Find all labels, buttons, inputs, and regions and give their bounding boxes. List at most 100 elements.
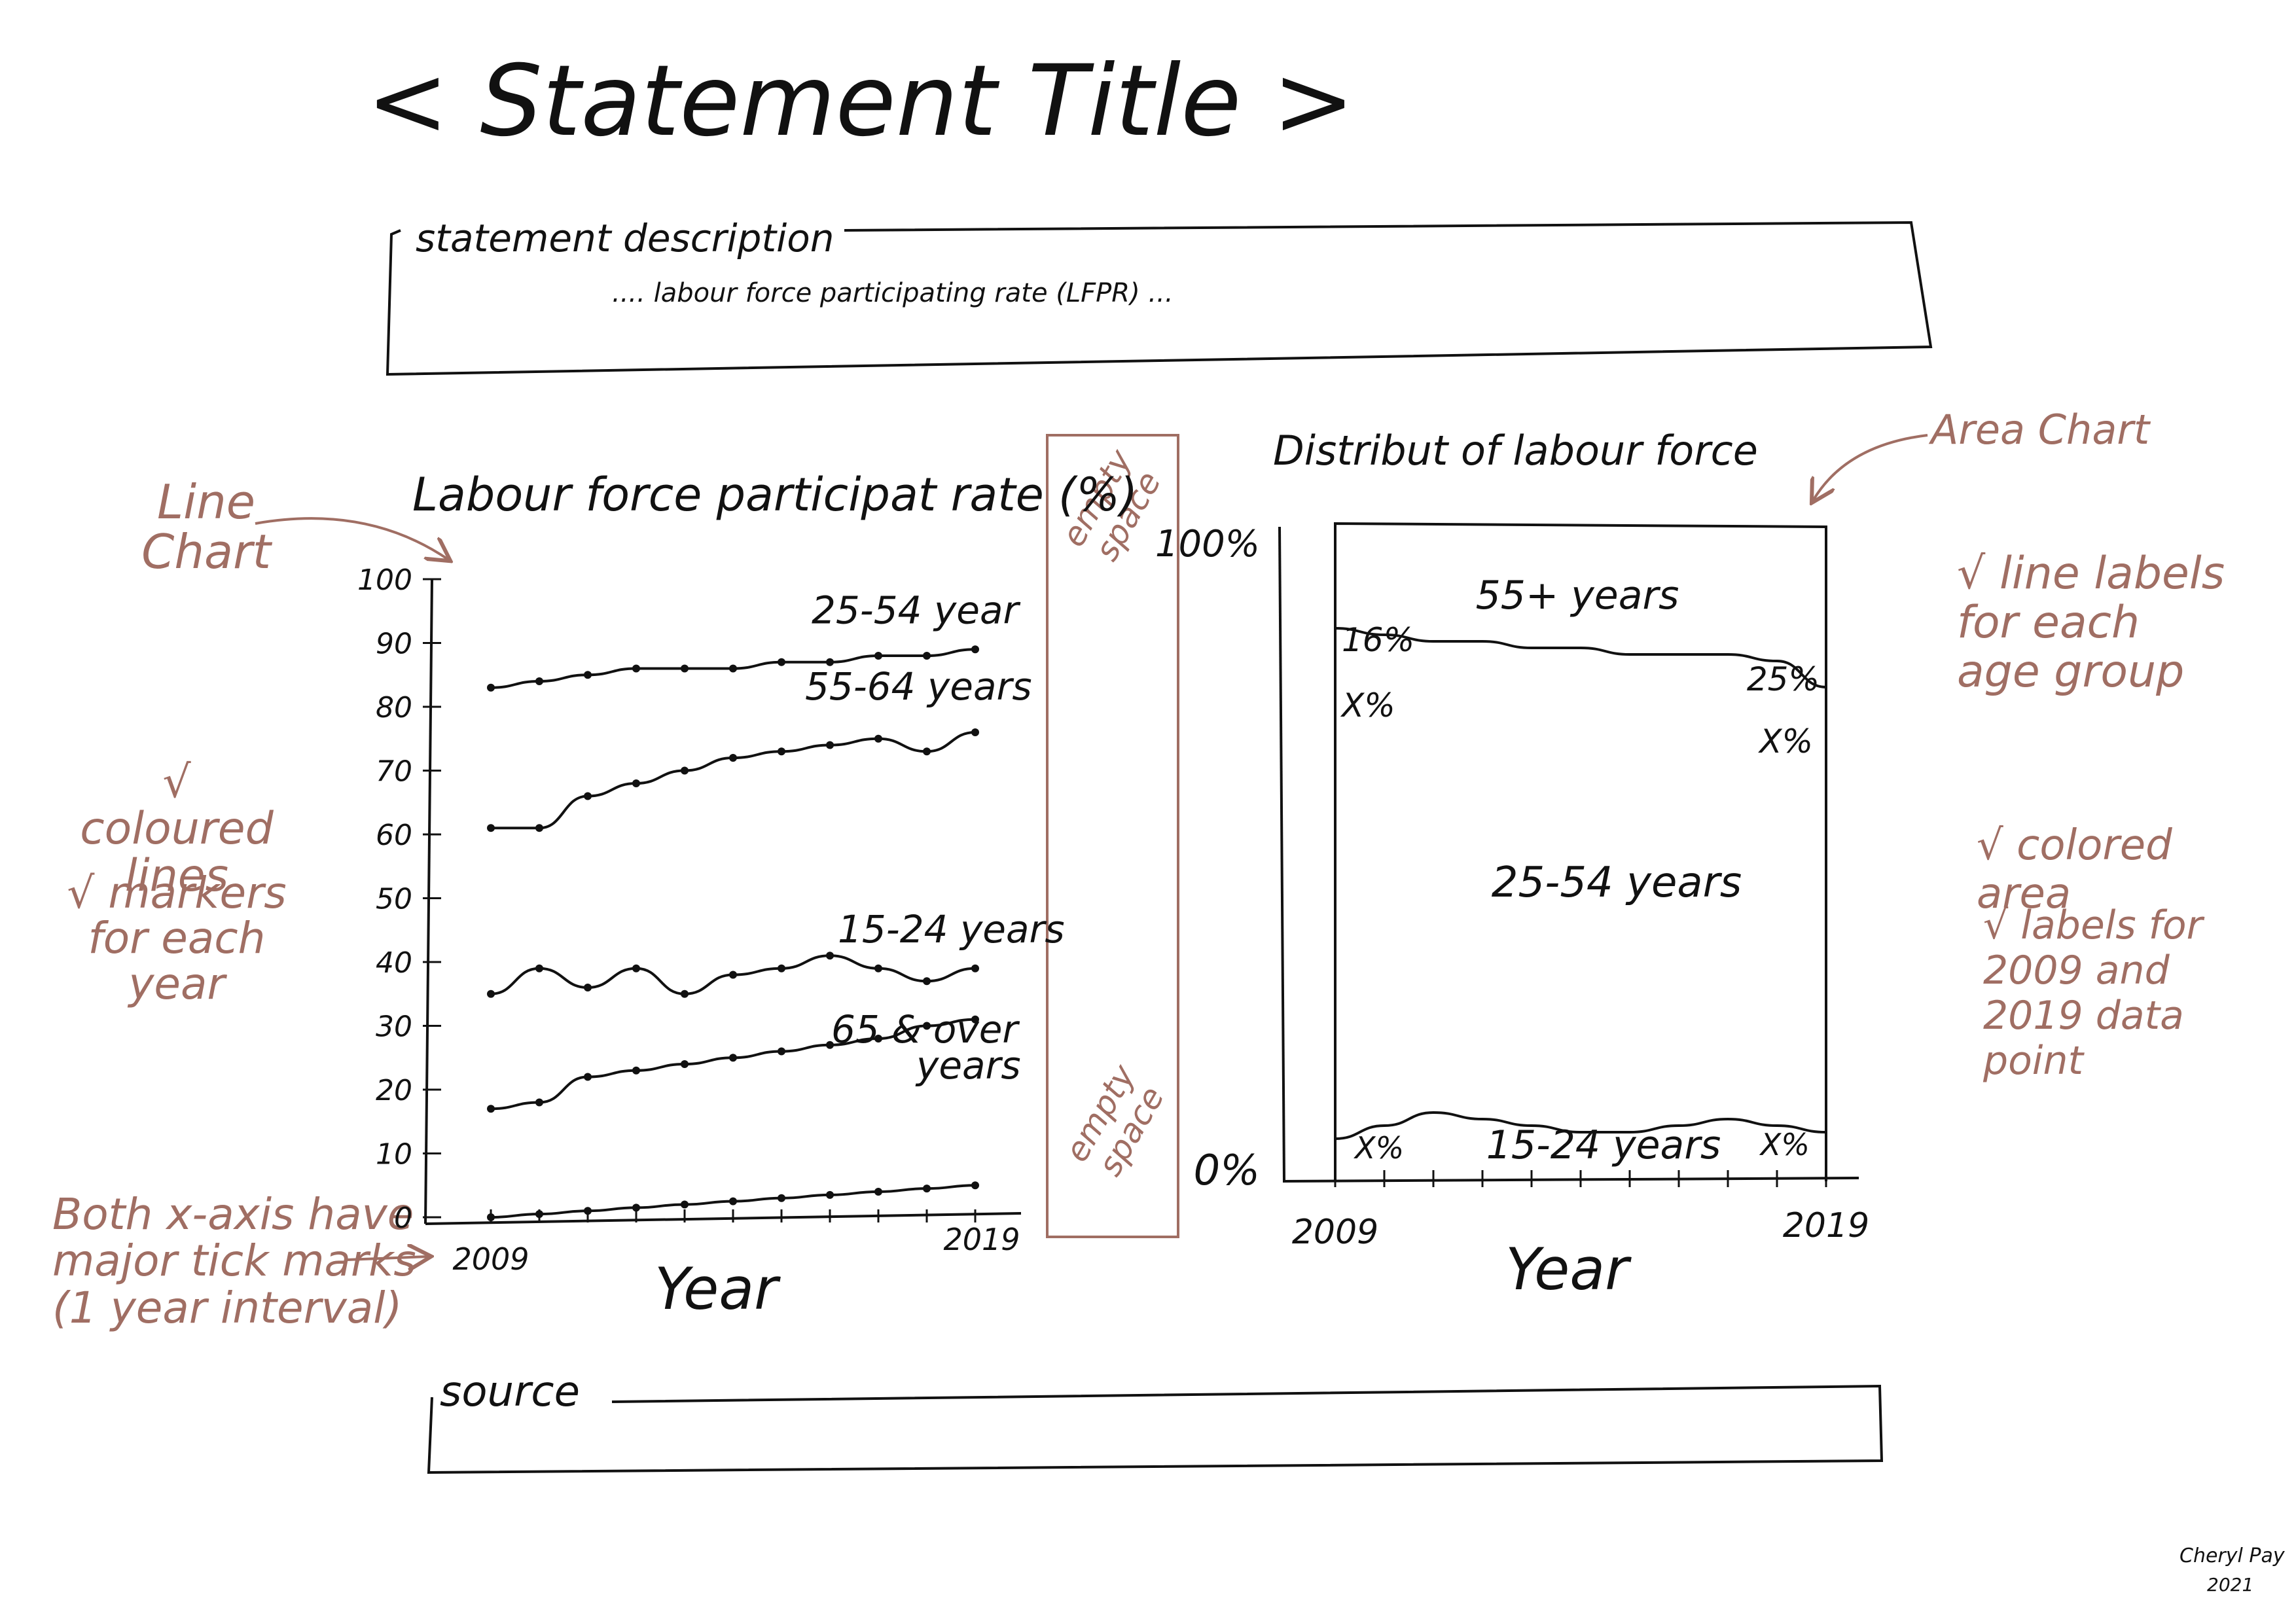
line-chart-marker [874, 1035, 882, 1043]
line-chart-marker [826, 741, 834, 749]
page-title: < Statement Title > [367, 45, 1355, 158]
annotation-line-labels: √ line labels for each age group [1957, 548, 2225, 698]
line-chart-y-axis [424, 579, 433, 1224]
line-chart-series-label: 65 & over [831, 1007, 1020, 1052]
line-chart-marker [778, 658, 785, 666]
empty-space-column [1046, 434, 1179, 1238]
line-chart-marker [874, 964, 882, 972]
line-chart-marker [971, 1015, 979, 1024]
description-label: statement description [416, 216, 834, 260]
annotation-markers: √ markers for each year [67, 868, 287, 1009]
line-chart-y-tick-label: 90 [376, 628, 412, 661]
line-chart-marker [923, 747, 931, 756]
line-chart-marker [729, 754, 737, 762]
description-box [386, 221, 1933, 376]
area-chart-title: Distribut of labour force [1273, 427, 1758, 474]
description-text: .... labour force participating rate (LF… [612, 278, 1174, 308]
line-chart-marker [874, 652, 882, 660]
line-chart-marker [971, 645, 979, 654]
line-chart-marker [923, 1185, 931, 1193]
line-chart-marker [778, 747, 785, 756]
area-chart-x-tick-label: 2019 [1783, 1206, 1869, 1245]
line-chart-marker [535, 824, 543, 832]
line-chart-marker [632, 1066, 640, 1075]
line-chart-y-tick-label: 20 [376, 1074, 412, 1107]
line-chart-marker [923, 977, 931, 986]
line-chart-marker [729, 971, 737, 979]
area-chart-data-label: X% [1759, 1127, 1810, 1162]
area-chart-data-label: 25% [1747, 660, 1820, 698]
annotation-line-chart: Line Chart [141, 474, 271, 579]
annotation-area-chart: Area Chart [1931, 406, 2150, 454]
line-chart-y-tick-label: 80 [376, 691, 412, 724]
line-chart-series-line [490, 731, 976, 830]
line-chart-marker [535, 1098, 543, 1107]
line-chart-marker [826, 952, 834, 960]
source-box [427, 1384, 1884, 1474]
line-chart-series-line [490, 954, 976, 995]
area-chart-y-tick-label: 0% [1193, 1147, 1260, 1195]
line-chart-y-tick-label: 100 [357, 563, 412, 597]
line-chart-marker [923, 652, 931, 660]
line-chart-series-label: years [915, 1043, 1021, 1088]
annotation-coloured-area: √ colored area [1977, 821, 2172, 918]
credit-year: 2021 [2207, 1574, 2254, 1596]
line-chart-marker [874, 1188, 882, 1196]
line-chart-marker [584, 792, 592, 800]
line-chart-marker [584, 671, 592, 679]
area-chart-x-tick-label: 2009 [1292, 1213, 1378, 1252]
line-chart-y-tick-label: 40 [376, 946, 412, 980]
area-chart-data-label: 16% [1342, 621, 1414, 659]
line-chart-marker [681, 990, 689, 998]
line-chart-y-tick-label: 50 [376, 883, 412, 916]
line-chart-marker [874, 734, 882, 743]
source-label: source [440, 1368, 580, 1416]
line-chart-y-tick-label: 60 [376, 819, 412, 852]
line-chart-marker [487, 990, 495, 998]
area-chart-data-label: X% [1757, 722, 1813, 760]
line-chart-marker [778, 964, 785, 972]
line-chart-marker [971, 728, 979, 736]
line-chart-marker [487, 683, 495, 692]
annotation-coloured-lines: √ coloured lines [80, 757, 274, 902]
line-chart-marker [681, 766, 689, 775]
line-chart-y-tick-label: 30 [376, 1010, 412, 1044]
area-chart-series-label: 25-54 years [1492, 859, 1742, 907]
line-chart-marker [632, 1204, 640, 1212]
line-chart-series-label: 25-54 year [812, 588, 1021, 632]
line-chart-series-label: 15-24 years [838, 907, 1065, 952]
line-chart-marker [584, 1073, 592, 1081]
line-chart-y-tick-label: 0 [394, 1202, 412, 1235]
area-chart-boundary-line [1335, 627, 1827, 688]
line-chart-y-tick-label: 70 [376, 755, 412, 789]
line-chart-marker [535, 677, 543, 685]
line-chart-x-axis [425, 1212, 1022, 1225]
line-chart-marker [487, 1105, 495, 1113]
area-chart-xlabel: Year [1505, 1236, 1632, 1303]
line-chart-marker [923, 1022, 931, 1030]
line-chart-xlabel: Year [655, 1255, 781, 1323]
line-chart-marker [729, 1054, 737, 1062]
line-chart-marker [778, 1047, 785, 1056]
area-chart-y-tick-label: 100% [1155, 523, 1260, 565]
line-chart-marker [632, 964, 640, 972]
line-chart-marker [632, 779, 640, 787]
line-chart-marker [632, 664, 640, 673]
area-chart-series-label: 15-24 years [1486, 1122, 1721, 1168]
line-chart-y-tick-label: 10 [376, 1138, 412, 1171]
area-chart-data-label: X% [1354, 1130, 1404, 1166]
line-chart-series-label: 55-64 years [805, 664, 1032, 709]
line-chart-marker [826, 1190, 834, 1199]
line-chart-x-tick-label: 2019 [943, 1222, 1020, 1257]
credit-name: Cheryl Pay [2179, 1544, 2285, 1567]
area-chart-y-axis [1278, 526, 1285, 1182]
arrow-area-chart [1813, 434, 1928, 501]
area-chart-x-axis [1282, 1177, 1859, 1183]
area-chart-data-label: X% [1340, 687, 1395, 724]
line-chart-marker [778, 1194, 785, 1202]
line-chart-marker [535, 1210, 543, 1219]
area-chart-boundary-line [1335, 1111, 1827, 1140]
line-chart-marker [729, 1197, 737, 1205]
area-chart: Distribut of labour force Year 2009 2019 1… [1155, 427, 1869, 1303]
annotation-both-axis: Both x-axis have major tick marks (1 yea… [52, 1189, 416, 1333]
